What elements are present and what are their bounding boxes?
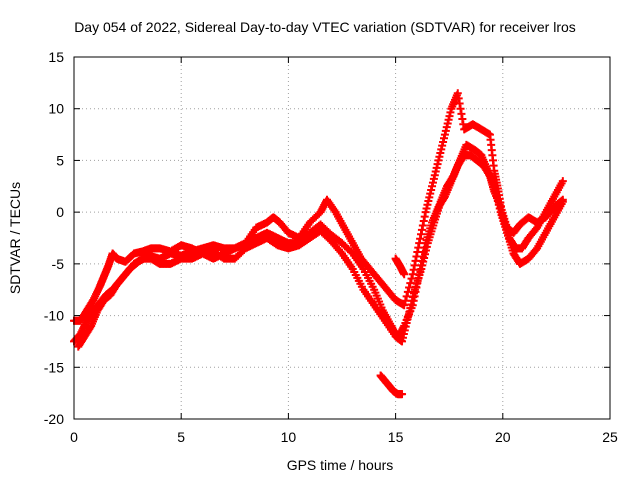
y-tick-label: -15 xyxy=(44,359,64,375)
x-tick-label: 15 xyxy=(388,429,404,445)
x-tick-label: 5 xyxy=(177,429,185,445)
plot-frame xyxy=(73,56,611,420)
y-tick-label: -20 xyxy=(44,411,64,427)
x-tick-label: 0 xyxy=(70,429,78,445)
y-tick-label: -10 xyxy=(44,308,64,324)
axis-ticks: 0 5 10 15 20 25 -20 -15 -10 -5 0 5 10 15 xyxy=(44,49,618,445)
data-point xyxy=(407,274,416,283)
grid xyxy=(74,57,610,419)
data-point xyxy=(401,296,410,305)
y-tick-label: 10 xyxy=(48,101,64,117)
data-point xyxy=(405,283,414,292)
y-tick-label: -5 xyxy=(52,256,65,272)
data-points xyxy=(70,89,567,399)
chart-title: Day 054 of 2022, Sidereal Day-to-day VTE… xyxy=(74,19,576,35)
y-axis-label: SDTVAR / TECUs xyxy=(7,182,23,294)
x-tick-label: 25 xyxy=(602,429,618,445)
x-tick-label: 20 xyxy=(495,429,511,445)
y-tick-label: 0 xyxy=(56,204,64,220)
series-trace-b xyxy=(70,89,567,325)
data-point xyxy=(403,287,412,296)
x-tick-label: 10 xyxy=(281,429,297,445)
y-tick-label: 15 xyxy=(48,49,64,65)
data-point xyxy=(558,177,567,186)
data-point xyxy=(400,301,409,310)
series-trace-d xyxy=(376,254,409,399)
x-axis-label: GPS time / hours xyxy=(287,457,394,473)
data-point xyxy=(400,270,409,279)
data-point xyxy=(398,390,407,399)
y-tick-label: 5 xyxy=(56,152,64,168)
series-trace-c xyxy=(74,140,567,351)
data-point xyxy=(558,197,567,206)
